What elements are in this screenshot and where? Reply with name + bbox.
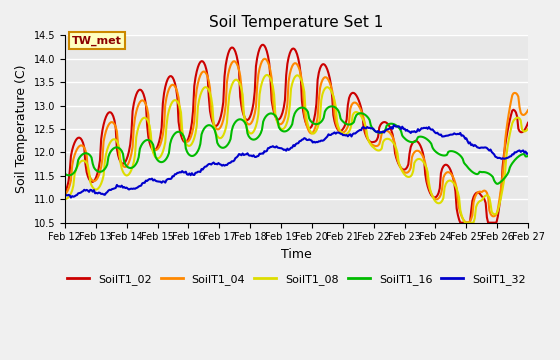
SoilT1_04 (62, 192, 68, 197)
SoilT1_04 (301, 111, 307, 115)
SoilT1_02 (62, 190, 68, 195)
SoilT1_08 (463, 221, 470, 225)
SoilT1_08 (462, 221, 469, 225)
SoilT1_08 (263, 73, 270, 77)
SoilT1_16 (494, 182, 501, 186)
SoilT1_16 (393, 123, 400, 127)
SoilT1_02 (77, 136, 84, 140)
SoilT1_08 (301, 90, 307, 94)
SoilT1_02 (393, 156, 400, 160)
Line: SoilT1_16: SoilT1_16 (65, 106, 528, 184)
Legend: SoilT1_02, SoilT1_04, SoilT1_08, SoilT1_16, SoilT1_32: SoilT1_02, SoilT1_04, SoilT1_08, SoilT1_… (63, 269, 530, 289)
Title: Soil Temperature Set 1: Soil Temperature Set 1 (209, 15, 384, 30)
SoilT1_16 (77, 154, 84, 158)
SoilT1_32 (93, 191, 100, 195)
SoilT1_16 (300, 105, 306, 110)
SoilT1_02 (260, 42, 267, 47)
SoilT1_32 (68, 195, 74, 200)
SoilT1_04 (525, 108, 531, 112)
SoilT1_08 (525, 127, 531, 131)
SoilT1_02 (525, 121, 531, 125)
SoilT1_16 (524, 154, 530, 159)
SoilT1_02 (457, 221, 464, 225)
Line: SoilT1_32: SoilT1_32 (65, 125, 528, 198)
SoilT1_32 (62, 192, 68, 196)
Line: SoilT1_08: SoilT1_08 (65, 75, 528, 223)
SoilT1_16 (329, 104, 335, 108)
SoilT1_08 (524, 128, 530, 132)
SoilT1_08 (62, 197, 68, 201)
SoilT1_04 (77, 143, 84, 148)
Text: TW_met: TW_met (72, 36, 122, 46)
SoilT1_16 (62, 172, 68, 176)
SoilT1_08 (92, 187, 99, 192)
SoilT1_32 (301, 136, 307, 140)
SoilT1_04 (464, 221, 471, 225)
SoilT1_16 (462, 162, 469, 166)
Line: SoilT1_04: SoilT1_04 (65, 59, 528, 223)
SoilT1_32 (390, 123, 397, 127)
SoilT1_04 (524, 110, 530, 114)
SoilT1_04 (462, 220, 469, 224)
SoilT1_02 (463, 221, 470, 225)
SoilT1_16 (92, 167, 99, 171)
SoilT1_32 (525, 151, 531, 156)
Line: SoilT1_02: SoilT1_02 (65, 45, 528, 223)
SoilT1_32 (524, 152, 530, 156)
SoilT1_04 (261, 57, 268, 61)
SoilT1_08 (77, 159, 84, 164)
SoilT1_02 (524, 124, 530, 128)
SoilT1_02 (301, 115, 307, 120)
SoilT1_08 (393, 147, 400, 151)
SoilT1_32 (463, 136, 470, 140)
Y-axis label: Soil Temperature (C): Soil Temperature (C) (15, 65, 28, 193)
SoilT1_32 (394, 125, 401, 129)
SoilT1_16 (525, 154, 531, 158)
SoilT1_02 (92, 177, 99, 181)
X-axis label: Time: Time (281, 248, 312, 261)
SoilT1_04 (92, 179, 99, 183)
SoilT1_32 (78, 190, 85, 194)
SoilT1_04 (393, 152, 400, 156)
